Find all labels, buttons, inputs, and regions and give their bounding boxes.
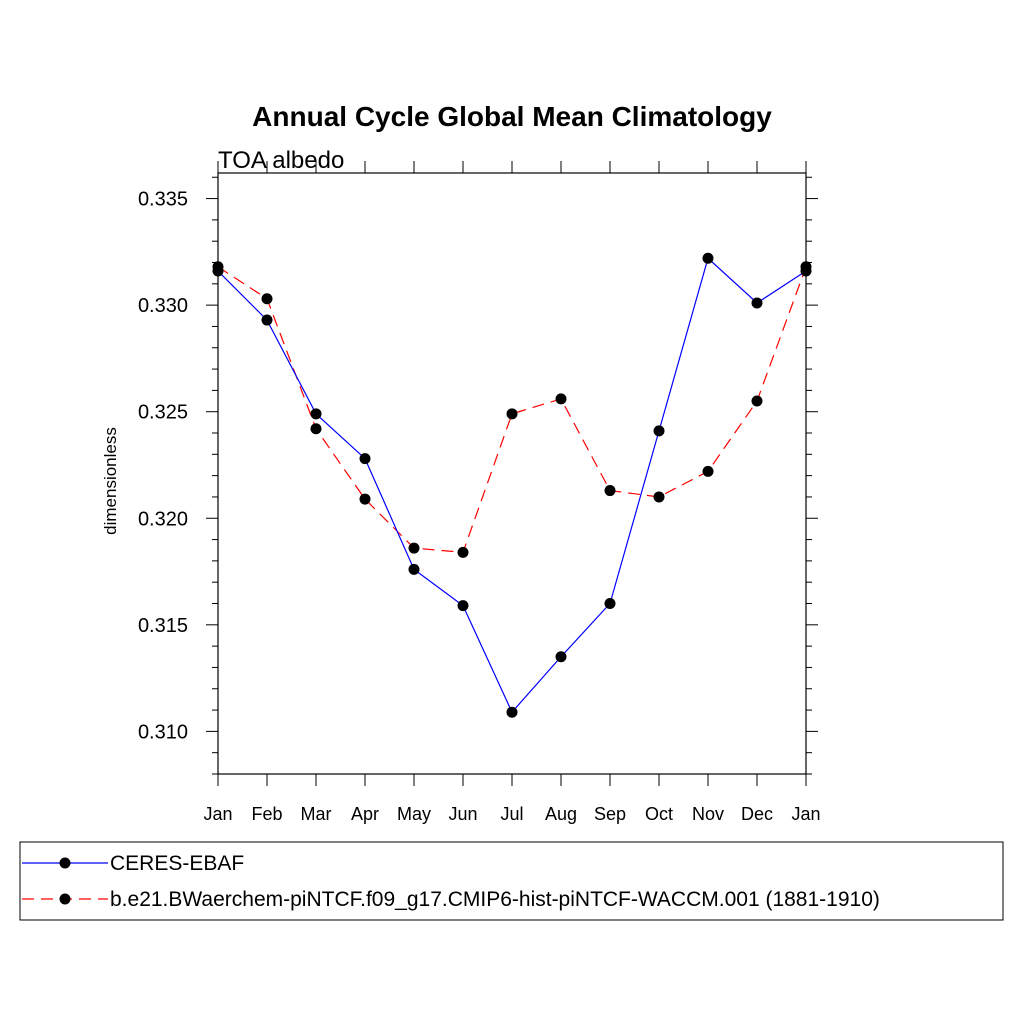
series-line-0 [217,257,807,714]
x-tick-label: Sep [594,804,626,824]
data-point-0 [408,563,420,575]
chart-subtitle: TOA albedo [218,147,344,174]
data-point-0 [653,425,665,437]
x-tick-label: Jul [500,804,523,824]
data-point-1 [702,465,714,477]
y-tick-label: 0.320 [138,508,188,530]
y-tick-label: 0.310 [138,721,188,743]
data-point-1 [506,408,518,420]
y-tick-label: 0.315 [138,615,188,637]
data-point-0 [359,453,371,465]
data-point-1 [359,493,371,505]
y-tick-label: 0.330 [138,295,188,317]
legend-label-0: CERES-EBAF [110,852,244,875]
data-point-0 [751,297,763,309]
y-tick-label: 0.325 [138,402,188,424]
data-point-1 [457,546,469,558]
x-tick-label: Dec [741,804,773,824]
data-point-0 [457,600,469,612]
data-point-1 [555,393,567,405]
tick-labels: 0.310 0.315 0.320 0.325 0.330 0.335 Jan Feb Mar A… [138,189,821,824]
legend-marker-0 [59,857,71,869]
x-tick-label: Oct [645,804,673,824]
legend-box [19,841,1004,921]
data-point-0 [261,314,273,326]
x-tick-label: Jun [448,804,477,824]
data-point-1 [310,423,322,435]
x-tick-label: Jan [791,804,820,824]
data-point-0 [506,706,518,718]
x-tick-label: Aug [545,804,577,824]
y-axis-label: dimensionless [101,427,120,535]
plot-frame [217,172,807,775]
x-tick-label: Jan [203,804,232,824]
data-point-0 [604,598,616,610]
legend-label-1: b.e21.BWaerchem-piNTCF.f09_g17.CMIP6-his… [110,888,880,911]
x-tick-label: Apr [351,804,379,824]
x-tick-label: Feb [251,804,282,824]
data-point-0 [310,408,322,420]
data-point-1 [408,542,420,554]
data-point-1 [653,491,665,503]
legend-marker-1 [59,893,71,905]
x-tick-label: May [397,804,431,824]
x-tick-label: Mar [301,804,332,824]
plot-series [212,252,812,718]
data-point-0 [702,252,714,264]
y-tick-label: 0.335 [138,189,188,211]
data-point-1 [604,485,616,497]
axis-ticks [206,161,818,786]
data-point-1 [751,395,763,407]
x-tick-label: Nov [692,804,724,824]
data-point-0 [555,651,567,663]
data-point-1 [261,293,273,305]
chart-title: Annual Cycle Global Mean Climatology [252,101,772,132]
legend: CERES-EBAF b.e21.BWaerchem-piNTCF.f09_g17… [19,841,1004,921]
